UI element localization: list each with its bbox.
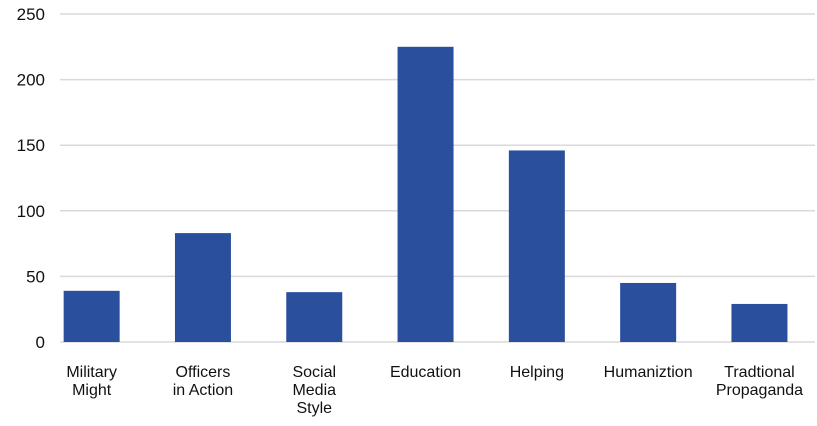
y-tick-label: 150	[17, 136, 45, 155]
y-tick-label: 250	[17, 5, 45, 24]
y-tick-label: 50	[26, 267, 45, 286]
x-category-label-line: Humaniztion	[604, 364, 693, 381]
x-category-label: Officers in Action	[173, 364, 233, 399]
x-category-label: Helping	[510, 364, 564, 381]
bar	[63, 290, 120, 342]
x-category-label: Tradtional Propaganda	[716, 364, 803, 399]
x-category-label-line: Might	[72, 382, 112, 399]
bar	[731, 303, 788, 342]
x-axis-category-labels: Military Might Officers in Action Social Medi…	[66, 364, 803, 417]
y-tick-label: 100	[17, 202, 45, 221]
x-category-label-line: Helping	[510, 364, 564, 381]
bars	[63, 46, 788, 343]
bar	[620, 282, 677, 342]
y-tick-label: 0	[36, 333, 45, 352]
x-category-label-line: Education	[390, 364, 461, 381]
x-category-label: Military Might	[66, 364, 117, 399]
bar	[174, 233, 231, 342]
x-category-label-line: Propaganda	[716, 382, 803, 399]
x-category-label-line: Style	[296, 400, 332, 417]
x-category-label-line: Tradtional	[724, 364, 795, 381]
bar	[286, 292, 343, 342]
x-category-label-line: Officers	[176, 364, 231, 381]
x-category-label: Education	[390, 364, 461, 381]
x-category-label-line: Media	[292, 382, 336, 399]
x-category-label: Humaniztion	[604, 364, 693, 381]
x-category-label: Social Media Style	[292, 364, 336, 417]
y-axis-tick-labels: 0 50 100 150 200 250	[17, 5, 45, 352]
x-category-label-line: in Action	[173, 382, 233, 399]
bar	[397, 46, 454, 343]
bar	[508, 150, 565, 342]
y-tick-label: 200	[17, 71, 45, 90]
x-category-label-line: Social	[292, 364, 336, 381]
x-category-label-line: Military	[66, 364, 117, 381]
